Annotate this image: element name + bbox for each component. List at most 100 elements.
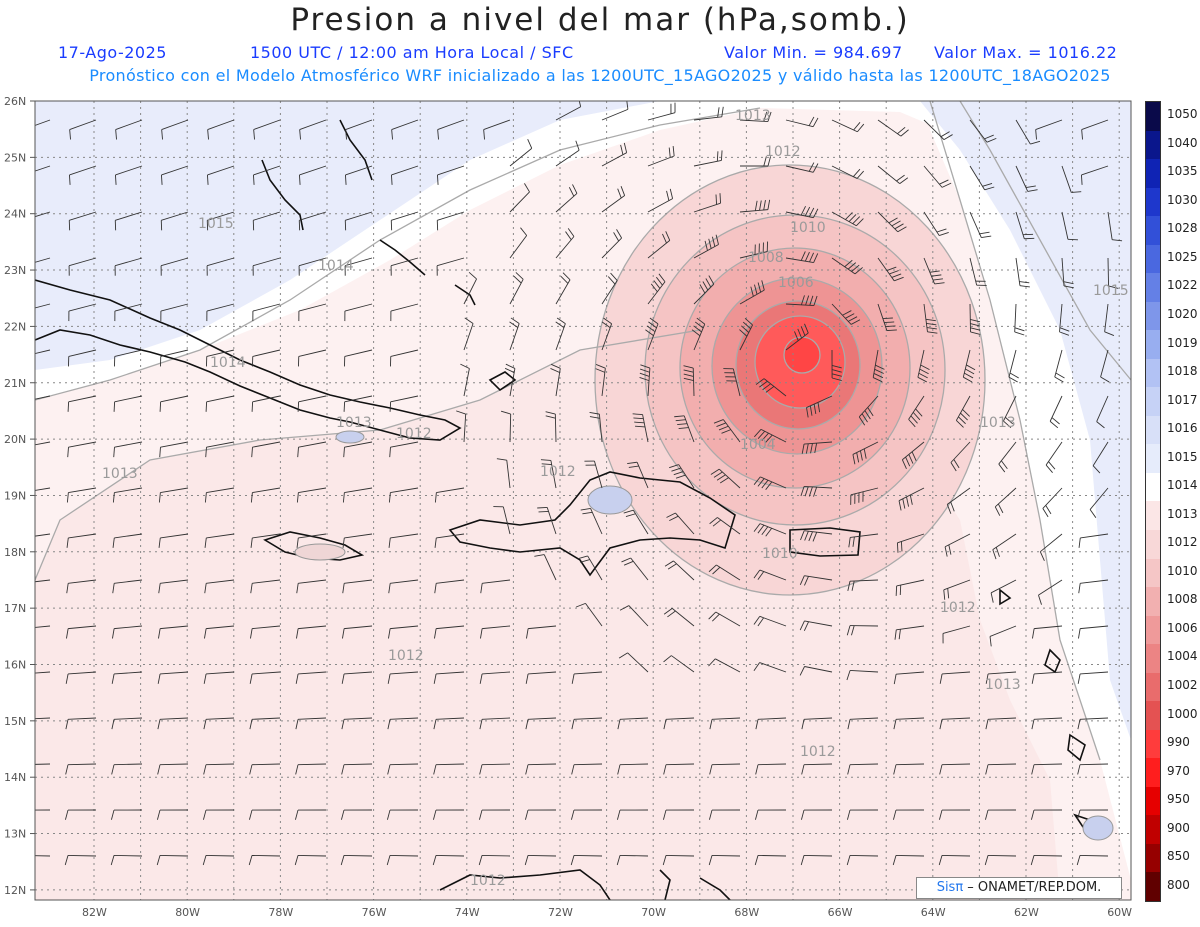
lat-label: 15N (4, 715, 26, 728)
forecast-date: 17-Ago-2025 (58, 43, 167, 62)
lon-label: 74W (455, 906, 480, 919)
colorbar-level: 1019 (1167, 335, 1198, 350)
colorbar-level: 1020 (1167, 307, 1198, 322)
colorbar-segment (1146, 615, 1160, 645)
colorbar-segment (1146, 587, 1160, 616)
contour-label: 1010 (762, 546, 798, 562)
contour-label: 1013 (102, 466, 138, 482)
colorbar-level: 1012 (1167, 535, 1198, 550)
contour-label: 1012 (540, 464, 576, 480)
credit-box: Sisπ – ONAMET/REP.DOM. (916, 877, 1122, 899)
colorbar-segment (1146, 273, 1160, 302)
lat-label: 20N (4, 433, 26, 446)
contour-label: 1004 (740, 437, 776, 453)
contour-label: 1015 (198, 216, 234, 232)
colorbar-level: 1013 (1167, 506, 1198, 521)
lat-label: 19N (4, 489, 26, 502)
colorbar-segment (1146, 815, 1160, 844)
colorbar-segment (1146, 672, 1160, 702)
lat-label: 26N (4, 95, 26, 108)
colorbar-level: 900 (1167, 820, 1190, 835)
colorbar-level: 1016 (1167, 421, 1198, 436)
colorbar-segment (1146, 159, 1160, 188)
contour-label: 1012 (940, 600, 976, 616)
contour-label: 1014 (210, 355, 246, 371)
colorbar-level: 1002 (1167, 677, 1198, 692)
lat-label: 24N (4, 208, 26, 221)
colorbar-segment (1146, 444, 1160, 473)
colorbar-level: 1018 (1167, 364, 1198, 379)
colorbar-level: 970 (1167, 763, 1190, 778)
contour-labels: 1013 1012 1015 1014 1010 1008 1006 1004 1014 1013… (102, 108, 1129, 889)
colorbar-level: 1006 (1167, 620, 1198, 635)
contour-label: 1012 (800, 744, 836, 760)
contour-label: 1006 (778, 275, 814, 291)
colorbar-segment (1146, 558, 1160, 588)
colorbar-segment (1146, 216, 1160, 245)
colorbar-level: 1030 (1167, 192, 1198, 207)
coastlines (35, 119, 1092, 900)
map-title: Presion a nivel del mar (hPa,somb.) (290, 2, 910, 38)
lon-label: 82W (82, 906, 107, 919)
pressure-1015-nw (35, 101, 660, 370)
max-value: Valor Max. = 1016.22 (934, 43, 1118, 62)
colorbar-level: 850 (1167, 849, 1190, 864)
lon-label: 68W (734, 906, 759, 919)
colorbar-segment (1146, 729, 1160, 759)
colorbar-level: 990 (1167, 735, 1190, 750)
contour-label: 1012 (388, 648, 424, 664)
plot-area (35, 101, 1131, 900)
lon-label: 78W (268, 906, 293, 919)
pressure-1015-east (920, 101, 1131, 740)
min-value: Valor Min. = 984.697 (724, 43, 903, 62)
contour-label: 1015 (1093, 283, 1129, 299)
colorbar-level: 1028 (1167, 221, 1198, 236)
colorbar-level: 1040 (1167, 135, 1198, 150)
colorbar-level: 1050 (1167, 107, 1198, 122)
colorbar-level: 1025 (1167, 249, 1198, 264)
contour-label: 1013 (336, 415, 372, 431)
contour-label: 1012 (765, 144, 801, 160)
isobars (35, 101, 1131, 761)
lon-label: 62W (1014, 906, 1039, 919)
pressure-990-core (784, 337, 820, 373)
colorbar (1145, 101, 1161, 902)
colorbar-segment (1146, 843, 1160, 873)
colorbar-segment (1146, 501, 1160, 530)
lat-label: 14N (4, 771, 26, 784)
colorbar-segment (1146, 301, 1160, 331)
model-info: Pronóstico con el Modelo Atmosférico WRF… (89, 66, 1111, 85)
plot-frame (34, 100, 1132, 901)
colorbar-level: 1000 (1167, 706, 1198, 721)
colorbar-level: 1010 (1167, 563, 1198, 578)
contour-label: 1012 (470, 873, 506, 889)
lat-label: 13N (4, 828, 26, 841)
contour-label: 1012 (396, 426, 432, 442)
colorbar-segment (1146, 758, 1160, 787)
lon-label: 76W (362, 906, 387, 919)
wind-barbs (35, 101, 1123, 866)
colorbar-segment (1146, 387, 1160, 416)
lon-label: 64W (921, 906, 946, 919)
lat-label: 17N (4, 602, 26, 615)
lat-label: 25N (4, 151, 26, 164)
lat-label: 18N (4, 546, 26, 559)
longitude-axis: 82W 80W 78W 76W 74W 72W 70W 68W 66W 64W 62W 60W (82, 906, 1132, 919)
forecast-time: 1500 UTC / 12:00 am Hora Local / SFC (250, 43, 574, 62)
colorbar-level: 1014 (1167, 478, 1198, 493)
sis-logo-text: Sisπ (936, 880, 964, 895)
lat-label: 23N (4, 264, 26, 277)
colorbar-segment (1146, 786, 1160, 816)
colorbar-segment (1146, 244, 1160, 274)
contour-label: 1013 (980, 415, 1016, 431)
colorbar-segment (1146, 529, 1160, 559)
contour-label: 1010 (790, 220, 826, 236)
colorbar-segment (1146, 472, 1160, 502)
colorbar-level: 1022 (1167, 278, 1198, 293)
contour-label: 1013 (985, 677, 1021, 693)
colorbar-level: 1008 (1167, 592, 1198, 607)
colorbar-level: 1004 (1167, 649, 1198, 664)
colorbar-segment (1146, 701, 1160, 730)
colorbar-segment (1146, 102, 1160, 131)
